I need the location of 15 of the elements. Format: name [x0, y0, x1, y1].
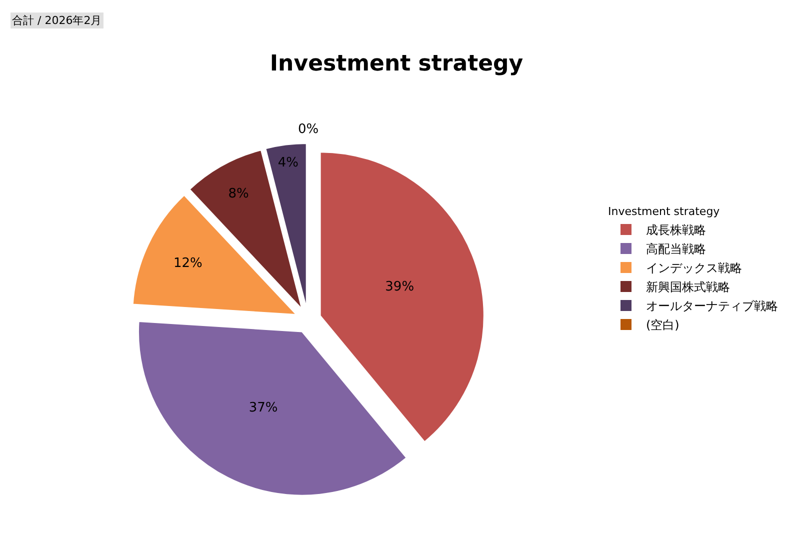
text: 合計 / 2026年2月 — [12, 14, 102, 27]
legend-label: 成長株戦略 — [646, 223, 706, 238]
legend-label: (空白) — [646, 318, 680, 332]
legend-label: 高配当戦略 — [646, 242, 706, 256]
data-label: 37% — [248, 400, 278, 416]
legend-label: インデックス戦略 — [646, 261, 742, 276]
text: 0% — [298, 122, 319, 137]
data-label: 39% — [385, 280, 414, 295]
chart-title: Investment strategy — [270, 52, 524, 77]
data-label: 12% — [174, 256, 202, 272]
data-label: 8% — [228, 186, 249, 202]
legend-title: Investment strategy — [608, 205, 720, 218]
data-label: 4% — [278, 155, 298, 170]
legend-label: オールターナティブ戦略 — [646, 299, 778, 314]
legend-label: 新興国株式戦略 — [646, 280, 730, 294]
